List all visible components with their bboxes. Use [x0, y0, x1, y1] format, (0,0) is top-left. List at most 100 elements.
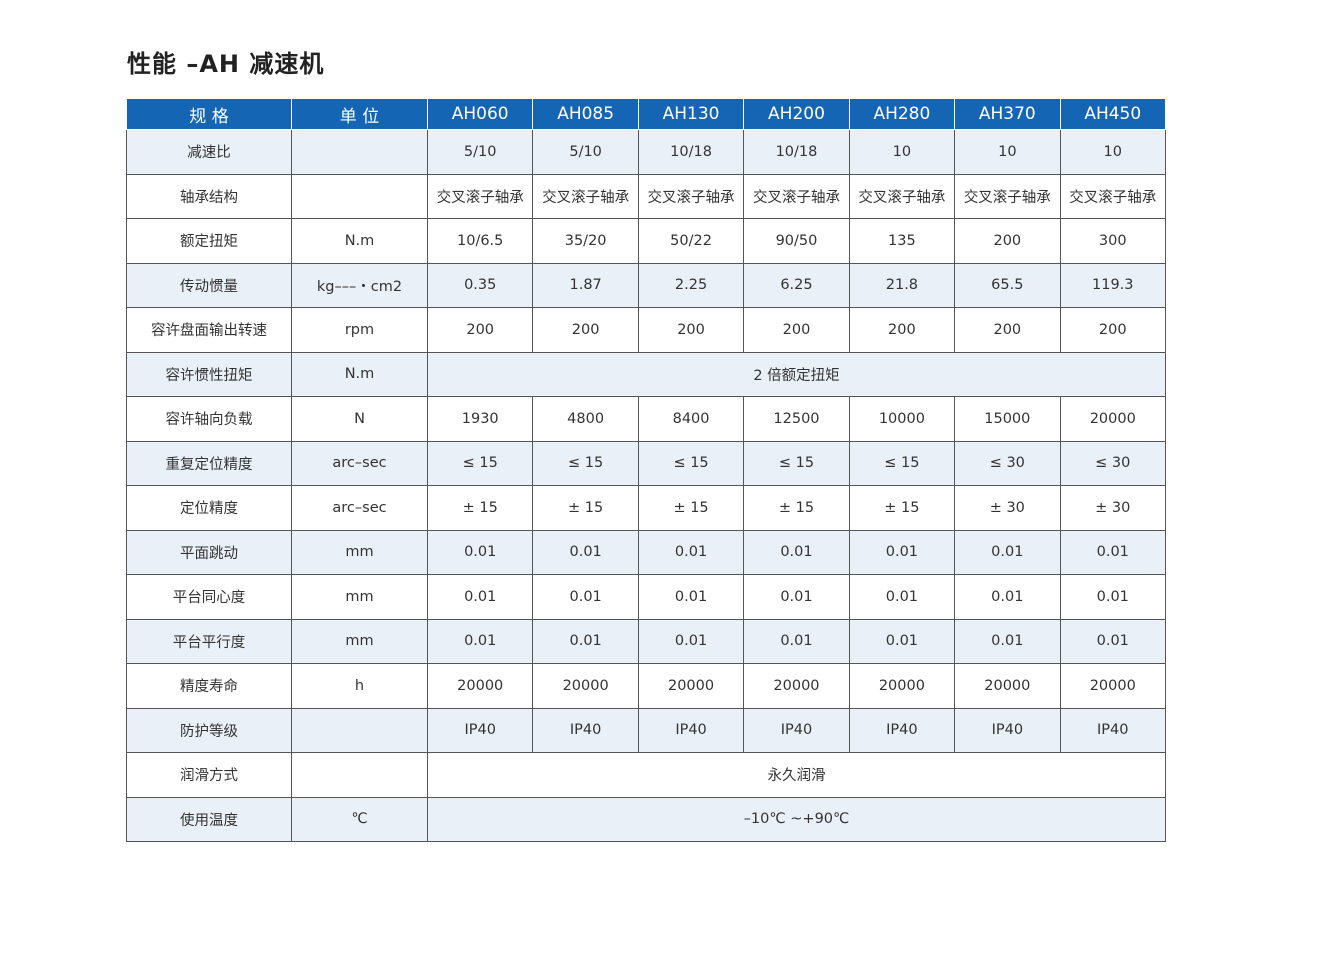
value-cell: ≤ 15 — [848, 440, 956, 486]
value-cell: 交叉滚子轴承 — [532, 173, 639, 219]
value-cell: 10 — [954, 129, 1061, 175]
unit-cell — [291, 129, 428, 175]
value-cell: 65.5 — [954, 262, 1061, 308]
value-cell: ± 15 — [743, 485, 850, 531]
value-cell: 0.01 — [743, 574, 850, 620]
merged-cell: 2 倍额定扭矩 — [427, 351, 1166, 397]
merged-cell: 永久润滑 — [427, 752, 1166, 798]
value-cell: 200 — [743, 307, 850, 353]
value-cell: 50/22 — [637, 218, 745, 264]
table-row: 平面跳动 mm 0.01 0.01 0.01 0.01 0.01 0.01 0.01 — [126, 529, 1167, 575]
value-cell: 交叉滚子轴承 — [743, 173, 850, 219]
table-row: 容许盘面输出转速 rpm 200 200 200 200 200 200 200 — [126, 307, 1167, 353]
value-cell: 20000 — [743, 663, 850, 709]
value-cell: 交叉滚子轴承 — [954, 173, 1061, 219]
row-label: 使用温度 — [126, 796, 292, 842]
row-label: 轴承结构 — [126, 173, 292, 219]
value-cell: 0.01 — [637, 618, 745, 664]
value-cell: 交叉滚子轴承 — [637, 173, 745, 219]
table-row: 润滑方式 永久润滑 — [126, 752, 1166, 798]
value-cell: 6.25 — [743, 262, 850, 308]
table-row: 轴承结构 交叉滚子轴承 交叉滚子轴承 交叉滚子轴承 交叉滚子轴承 交叉滚子轴承 交叉滚子轴承… — [126, 173, 1167, 219]
value-cell: 0.01 — [637, 574, 745, 620]
value-cell: 200 — [426, 307, 534, 353]
value-cell: 10/18 — [743, 129, 850, 175]
header-cell: AH200 — [743, 99, 850, 130]
table-row: 定位精度 arc–sec ± 15 ± 15 ± 15 ± 15 ± 15 ± 30 ± 30 — [126, 485, 1167, 531]
value-cell: 90/50 — [743, 218, 850, 264]
unit-cell: mm — [291, 529, 428, 575]
value-cell: 0.01 — [426, 618, 534, 664]
value-cell: 10/18 — [637, 129, 745, 175]
value-cell: ≤ 15 — [743, 440, 850, 486]
value-cell: 200 — [954, 218, 1061, 264]
value-cell: 35/20 — [532, 218, 639, 264]
table-row: 容许轴向负载 N 1930 4800 8400 12500 10000 15000 20000 — [126, 396, 1167, 442]
header-cell: AH370 — [954, 99, 1061, 130]
header-cell: AH280 — [848, 99, 956, 130]
row-label: 容许盘面输出转速 — [126, 307, 292, 353]
value-cell: ≤ 30 — [954, 440, 1061, 486]
table-row: 重复定位精度 arc–sec ≤ 15 ≤ 15 ≤ 15 ≤ 15 ≤ 15 ≤ 30 ≤ 3… — [126, 440, 1167, 486]
value-cell: 0.01 — [426, 574, 534, 620]
value-cell: 10 — [1059, 129, 1167, 175]
value-cell: IP40 — [532, 707, 639, 753]
table-row: 平台平行度 mm 0.01 0.01 0.01 0.01 0.01 0.01 0.01 — [126, 618, 1167, 664]
value-cell: 8400 — [637, 396, 745, 442]
value-cell: 10/6.5 — [426, 218, 534, 264]
value-cell: 0.01 — [848, 574, 956, 620]
table-row: 平台同心度 mm 0.01 0.01 0.01 0.01 0.01 0.01 0.01 — [126, 574, 1167, 620]
value-cell: IP40 — [848, 707, 956, 753]
header-cell: AH060 — [426, 99, 534, 130]
row-label: 平台平行度 — [126, 618, 292, 664]
value-cell: ± 15 — [532, 485, 639, 531]
value-cell: IP40 — [954, 707, 1061, 753]
row-label: 容许惯性扭矩 — [126, 351, 292, 397]
value-cell: 0.01 — [532, 574, 639, 620]
value-cell: 12500 — [743, 396, 850, 442]
value-cell: 0.01 — [1059, 574, 1167, 620]
value-cell: 0.01 — [426, 529, 534, 575]
header-cell: AH085 — [532, 99, 639, 130]
unit-cell: N.m — [291, 351, 428, 397]
value-cell: ± 30 — [1059, 485, 1167, 531]
value-cell: IP40 — [426, 707, 534, 753]
value-cell: 4800 — [532, 396, 639, 442]
value-cell: 0.35 — [426, 262, 534, 308]
value-cell: 0.01 — [743, 529, 850, 575]
header-cell: 单 位 — [291, 99, 428, 130]
unit-cell: ℃ — [291, 796, 428, 842]
unit-cell: h — [291, 663, 428, 709]
value-cell: 0.01 — [848, 529, 956, 575]
value-cell: ≤ 15 — [426, 440, 534, 486]
value-cell: 200 — [532, 307, 639, 353]
value-cell: ± 15 — [848, 485, 956, 531]
unit-cell: arc–sec — [291, 485, 428, 531]
value-cell: 1.87 — [532, 262, 639, 308]
unit-cell — [291, 173, 428, 219]
value-cell: 20000 — [954, 663, 1061, 709]
value-cell: 5/10 — [532, 129, 639, 175]
row-label: 平台同心度 — [126, 574, 292, 620]
unit-cell: mm — [291, 574, 428, 620]
row-label: 平面跳动 — [126, 529, 292, 575]
spec-table: 规 格单 位 AH060 AH085 AH130 AH200 AH280 AH370 AH45… — [126, 99, 1167, 842]
value-cell: 10000 — [848, 396, 956, 442]
unit-cell: N.m — [291, 218, 428, 264]
value-cell: 200 — [637, 307, 745, 353]
row-label: 传动惯量 — [126, 262, 292, 308]
table-row: 减速比 5/10 5/10 10/18 10/18 10 10 10 — [126, 129, 1167, 175]
table-row: 精度寿命 h 20000 20000 20000 20000 20000 20000 20000 — [126, 663, 1167, 709]
value-cell: ± 15 — [426, 485, 534, 531]
value-cell: 2.25 — [637, 262, 745, 308]
row-label: 润滑方式 — [126, 752, 292, 798]
merged-cell: –10℃ ~+90℃ — [427, 796, 1166, 842]
value-cell: 5/10 — [426, 129, 534, 175]
value-cell: 0.01 — [954, 529, 1061, 575]
row-label: 精度寿命 — [126, 663, 292, 709]
value-cell: ± 15 — [637, 485, 745, 531]
value-cell: 300 — [1059, 218, 1167, 264]
value-cell: 0.01 — [954, 618, 1061, 664]
unit-cell: mm — [291, 618, 428, 664]
